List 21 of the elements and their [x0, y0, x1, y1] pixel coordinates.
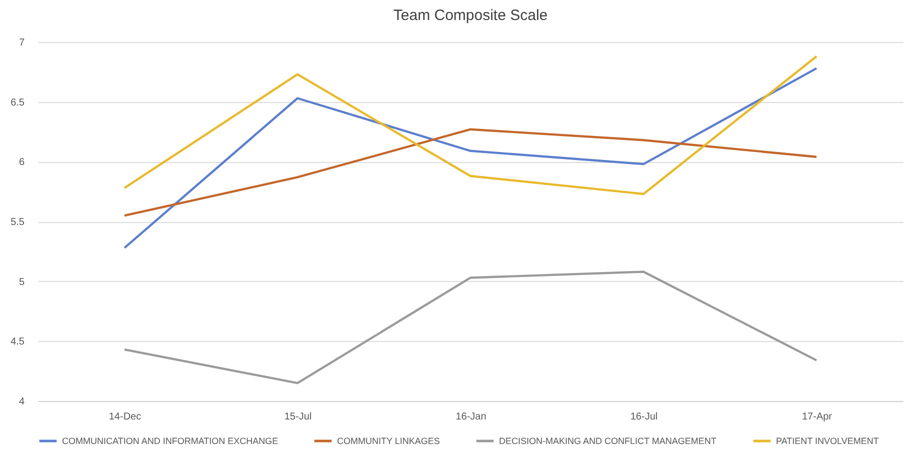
y-tick-label: 4	[18, 396, 25, 408]
y-tick-label: 6.5	[10, 97, 25, 108]
y-tick-label: 5.5	[10, 217, 25, 228]
chart-title: Team Composite Scale	[393, 7, 548, 24]
line-series	[123, 55, 818, 196]
legend-label: PATIENT INVOLVEMENT	[776, 436, 880, 446]
legend-label: DECISION-MAKING AND CONFLICT MANAGEMENT	[499, 436, 717, 446]
x-tick-label: 17-Apr	[802, 412, 833, 422]
y-tick-label: 7	[18, 38, 25, 48]
line-series	[123, 67, 818, 249]
legend-label: COMMUNITY LINKAGES	[337, 436, 440, 446]
x-tick-label: 16-Jul	[630, 412, 658, 422]
line-series	[123, 128, 818, 217]
y-tick-label: 4.5	[10, 336, 25, 348]
y-tick-label: 5	[18, 276, 25, 288]
legend-label: COMMUNICATION AND INFORMATION EXCHANGE	[62, 436, 278, 446]
x-tick-label: 16-Jan	[456, 412, 486, 422]
x-tick-label: 15-Jul	[284, 412, 312, 422]
x-tick-label: 14-Dec	[108, 412, 142, 422]
y-tick-label: 6	[18, 157, 25, 168]
line-series	[123, 270, 818, 384]
